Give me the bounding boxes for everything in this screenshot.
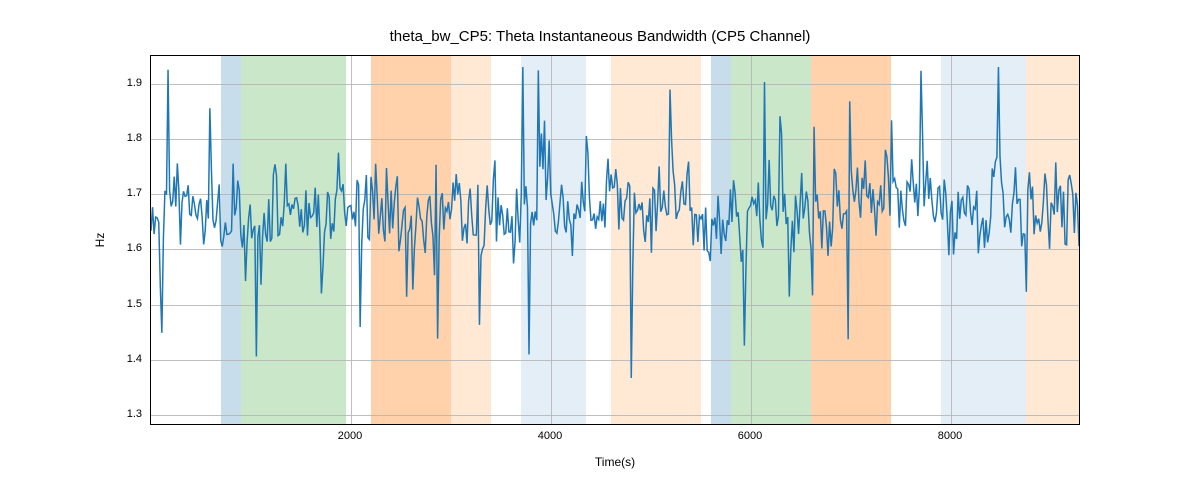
y-axis-label: Hz bbox=[93, 233, 107, 248]
y-tick-label: 1.8 bbox=[127, 132, 142, 144]
x-tick-label: 6000 bbox=[738, 430, 762, 442]
y-tick-label: 1.6 bbox=[127, 242, 142, 254]
y-tick-label: 1.5 bbox=[127, 298, 142, 310]
y-tick-label: 1.3 bbox=[127, 408, 142, 420]
figure: theta_bw_CP5: Theta Instantaneous Bandwi… bbox=[0, 0, 1200, 500]
x-tick-label: 2000 bbox=[338, 430, 362, 442]
x-axis-label: Time(s) bbox=[595, 455, 635, 469]
y-tick-label: 1.4 bbox=[127, 353, 142, 365]
plot-area bbox=[150, 55, 1080, 425]
y-tick-label: 1.7 bbox=[127, 187, 142, 199]
x-tick-label: 4000 bbox=[538, 430, 562, 442]
chart-title: theta_bw_CP5: Theta Instantaneous Bandwi… bbox=[0, 28, 1200, 45]
x-tick-label: 8000 bbox=[938, 430, 962, 442]
y-tick-label: 1.9 bbox=[127, 77, 142, 89]
signal-line bbox=[151, 56, 1079, 424]
